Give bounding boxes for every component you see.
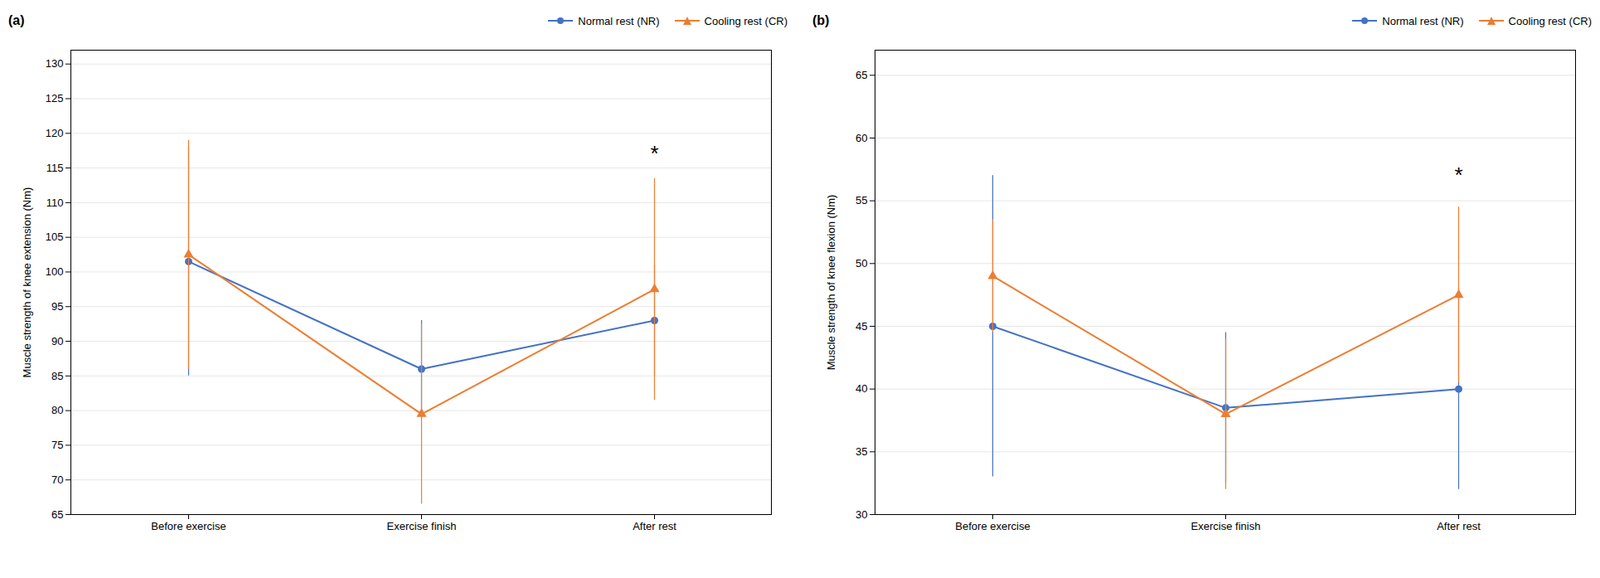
html-text:Cooling rest (CR): Cooling rest (CR) xyxy=(704,14,788,27)
svg-text:85: 85 xyxy=(51,368,64,382)
svg-text:65: 65 xyxy=(51,508,64,521)
svg-text:75: 75 xyxy=(51,438,64,451)
svg-text:100: 100 xyxy=(45,265,64,278)
svg-text:Exercise finish: Exercise finish xyxy=(1191,519,1261,533)
svg-text:65: 65 xyxy=(855,68,868,82)
html-text:(a): (a) xyxy=(8,13,25,28)
svg-text:80: 80 xyxy=(51,403,64,417)
svg-text:*: * xyxy=(1454,162,1463,188)
svg-text:35: 35 xyxy=(855,445,868,458)
svg-text:*: * xyxy=(649,140,659,166)
svg-text:40: 40 xyxy=(855,382,868,395)
html-text:Normal rest (NR): Normal rest (NR) xyxy=(1382,14,1464,27)
svg-text:30: 30 xyxy=(855,508,868,521)
svg-text:110: 110 xyxy=(46,196,64,209)
svg-text:120: 120 xyxy=(45,126,64,140)
svg-text:After rest: After rest xyxy=(632,519,677,533)
svg-text:90: 90 xyxy=(51,334,64,348)
svg-text:Muscle strength of knee extens: Muscle strength of knee extension (Nm) xyxy=(20,187,34,379)
svg-text:95: 95 xyxy=(51,300,64,313)
svg-text:60: 60 xyxy=(855,131,868,145)
svg-text:Exercise finish: Exercise finish xyxy=(387,519,457,533)
svg-text:115: 115 xyxy=(46,161,64,175)
svg-text:45: 45 xyxy=(855,320,868,333)
svg-text:130: 130 xyxy=(45,57,64,70)
svg-text:Before exercise: Before exercise xyxy=(150,519,226,533)
svg-text:125: 125 xyxy=(45,92,64,105)
html-text:(b): (b) xyxy=(812,13,830,28)
svg-text:Before exercise: Before exercise xyxy=(955,519,1030,533)
html-text:Normal rest (NR): Normal rest (NR) xyxy=(578,14,660,27)
svg-text:105: 105 xyxy=(45,230,64,243)
html-text:Cooling rest (CR): Cooling rest (CR) xyxy=(1508,14,1592,27)
svg-text:55: 55 xyxy=(855,193,868,207)
svg-text:50: 50 xyxy=(855,256,868,270)
svg-text:70: 70 xyxy=(51,473,64,486)
svg-text:After rest: After rest xyxy=(1436,519,1481,533)
svg-text:Muscle strength of knee flexio: Muscle strength of knee flexion (Nm) xyxy=(824,194,838,371)
